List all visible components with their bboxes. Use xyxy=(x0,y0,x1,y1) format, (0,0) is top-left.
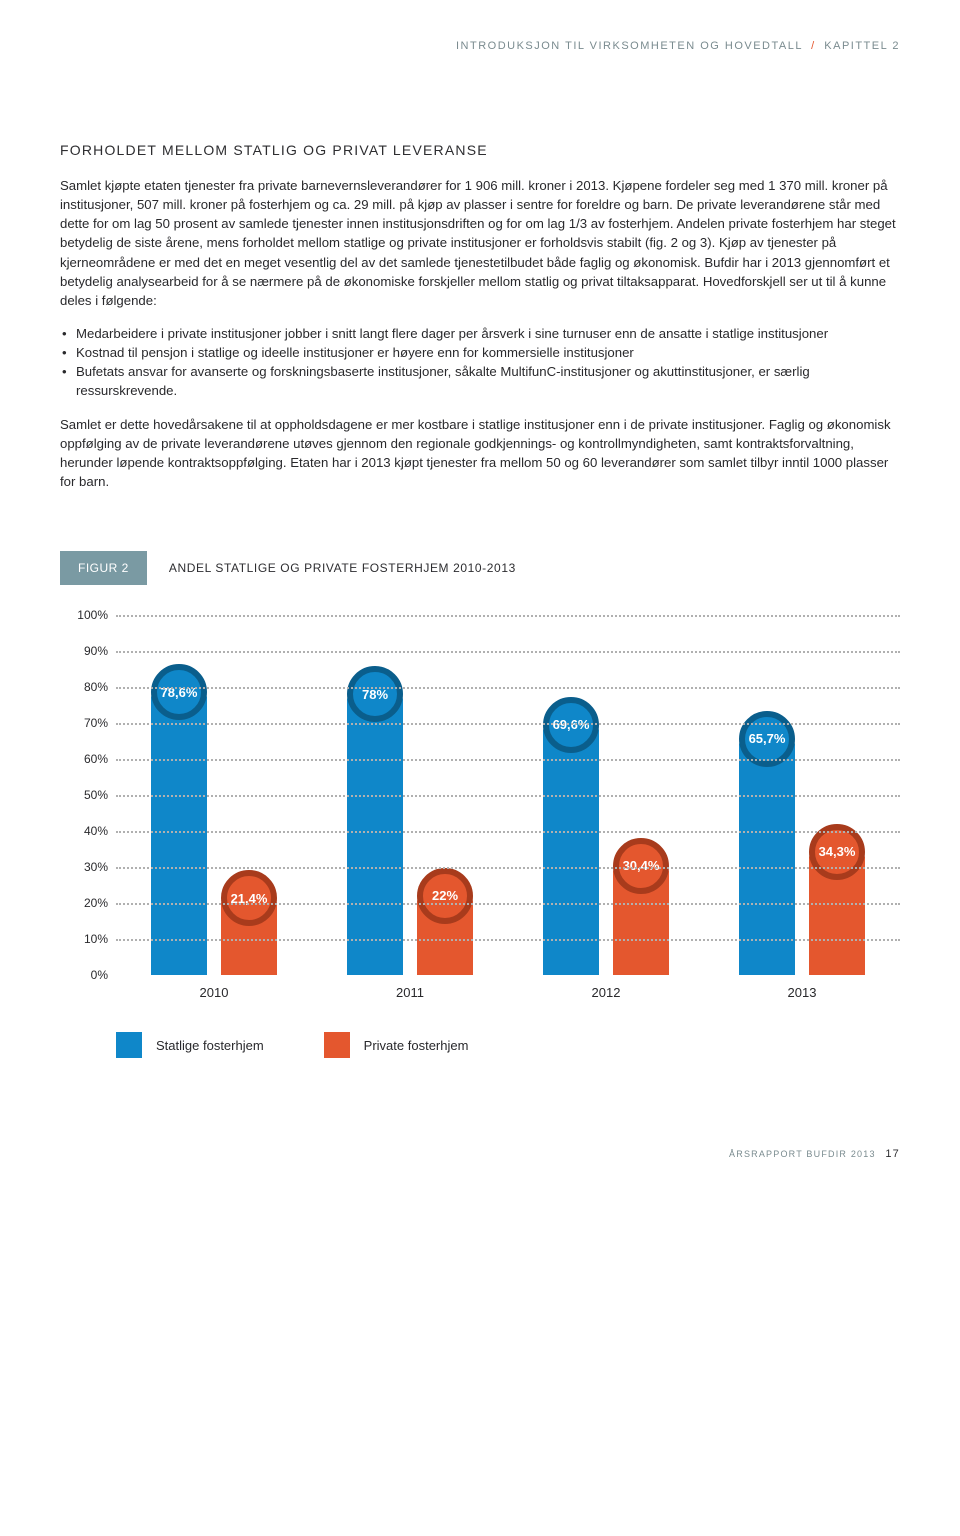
legend-item: Statlige fosterhjem xyxy=(116,1032,264,1058)
header-left: INTRODUKSJON TIL VIRKSOMHETEN OG HOVEDTA… xyxy=(456,40,803,52)
gridline xyxy=(116,831,900,833)
y-tick-label: 40% xyxy=(84,824,108,838)
y-tick-label: 60% xyxy=(84,752,108,766)
y-tick-label: 20% xyxy=(84,896,108,910)
bar-holder: 69,6% xyxy=(543,725,599,976)
y-tick-label: 0% xyxy=(91,968,108,982)
y-tick-label: 10% xyxy=(84,932,108,946)
bar-group: 69,6%30,4% xyxy=(520,725,692,976)
section-title: FORHOLDET MELLOM STATLIG OG PRIVAT LEVER… xyxy=(60,142,900,158)
y-tick-label: 80% xyxy=(84,680,108,694)
legend-label: Private fosterhjem xyxy=(364,1038,469,1053)
gridline xyxy=(116,903,900,905)
value-bubble: 78,6% xyxy=(151,664,207,720)
gridline xyxy=(116,939,900,941)
x-tick-label: 2013 xyxy=(716,985,888,1000)
figure-header: FIGUR 2 ANDEL STATLIGE OG PRIVATE FOSTER… xyxy=(60,551,900,585)
bar-holder: 22% xyxy=(417,896,473,975)
bar-group: 78%22% xyxy=(324,694,496,975)
figure-title: ANDEL STATLIGE OG PRIVATE FOSTERHJEM 201… xyxy=(147,551,538,585)
bar-holder: 34,3% xyxy=(809,852,865,975)
gridline xyxy=(116,651,900,653)
gridline xyxy=(116,795,900,797)
legend-swatch xyxy=(116,1032,142,1058)
bullet-item: Bufetats ansvar for avanserte og forskni… xyxy=(62,362,900,400)
y-tick-label: 30% xyxy=(84,860,108,874)
gridline xyxy=(116,867,900,869)
bar xyxy=(347,694,403,975)
bar xyxy=(543,725,599,976)
gridline xyxy=(116,615,900,617)
x-axis: 2010 2011 2012 2013 xyxy=(116,985,900,1000)
bullet-item: Medarbeidere i private institusjoner job… xyxy=(62,324,900,343)
y-tick-label: 50% xyxy=(84,788,108,802)
legend-swatch xyxy=(324,1032,350,1058)
legend-label: Statlige fosterhjem xyxy=(156,1038,264,1053)
legend: Statlige fosterhjem Private fosterhjem xyxy=(116,1032,900,1058)
paragraph-2: Samlet er dette hovedårsakene til at opp… xyxy=(60,415,900,492)
y-tick-label: 90% xyxy=(84,644,108,658)
bullet-list: Medarbeidere i private institusjoner job… xyxy=(60,324,900,401)
y-tick-label: 70% xyxy=(84,716,108,730)
x-tick-label: 2011 xyxy=(324,985,496,1000)
x-tick-label: 2010 xyxy=(128,985,300,1000)
value-bubble: 30,4% xyxy=(613,838,669,894)
bullet-item: Kostnad til pensjon i statlige og ideell… xyxy=(62,343,900,362)
header-right: KAPITTEL 2 xyxy=(824,40,900,52)
footer-page-number: 17 xyxy=(885,1148,900,1160)
paragraph-1: Samlet kjøpte etaten tjenester fra priva… xyxy=(60,176,900,310)
value-bubble: 78% xyxy=(347,666,403,722)
y-axis: 0%10%20%30%40%50%60%70%80%90%100% xyxy=(66,615,116,975)
legend-item: Private fosterhjem xyxy=(324,1032,469,1058)
bar-holder: 78,6% xyxy=(151,692,207,975)
gridline xyxy=(116,723,900,725)
value-bubble: 22% xyxy=(417,868,473,924)
page-header: INTRODUKSJON TIL VIRKSOMHETEN OG HOVEDTA… xyxy=(60,40,900,52)
bar-group: 78,6%21,4% xyxy=(128,692,300,975)
plot-area: 78,6%21,4%78%22%69,6%30,4%65,7%34,3% xyxy=(116,615,900,975)
header-divider: / xyxy=(811,40,816,52)
x-tick-label: 2012 xyxy=(520,985,692,1000)
value-bubble: 21,4% xyxy=(221,870,277,926)
bar xyxy=(151,692,207,975)
bar-holder: 78% xyxy=(347,694,403,975)
y-tick-label: 100% xyxy=(77,608,108,622)
gridline xyxy=(116,759,900,761)
bar-chart: 0%10%20%30%40%50%60%70%80%90%100% 78,6%2… xyxy=(66,615,900,1058)
bar-holder: 21,4% xyxy=(221,898,277,975)
figure-badge: FIGUR 2 xyxy=(60,551,147,585)
gridline xyxy=(116,687,900,689)
footer-text: ÅRSRAPPORT BUFDIR 2013 xyxy=(729,1149,876,1159)
bar-holder: 30,4% xyxy=(613,866,669,975)
page-footer: ÅRSRAPPORT BUFDIR 2013 17 xyxy=(60,1148,900,1160)
